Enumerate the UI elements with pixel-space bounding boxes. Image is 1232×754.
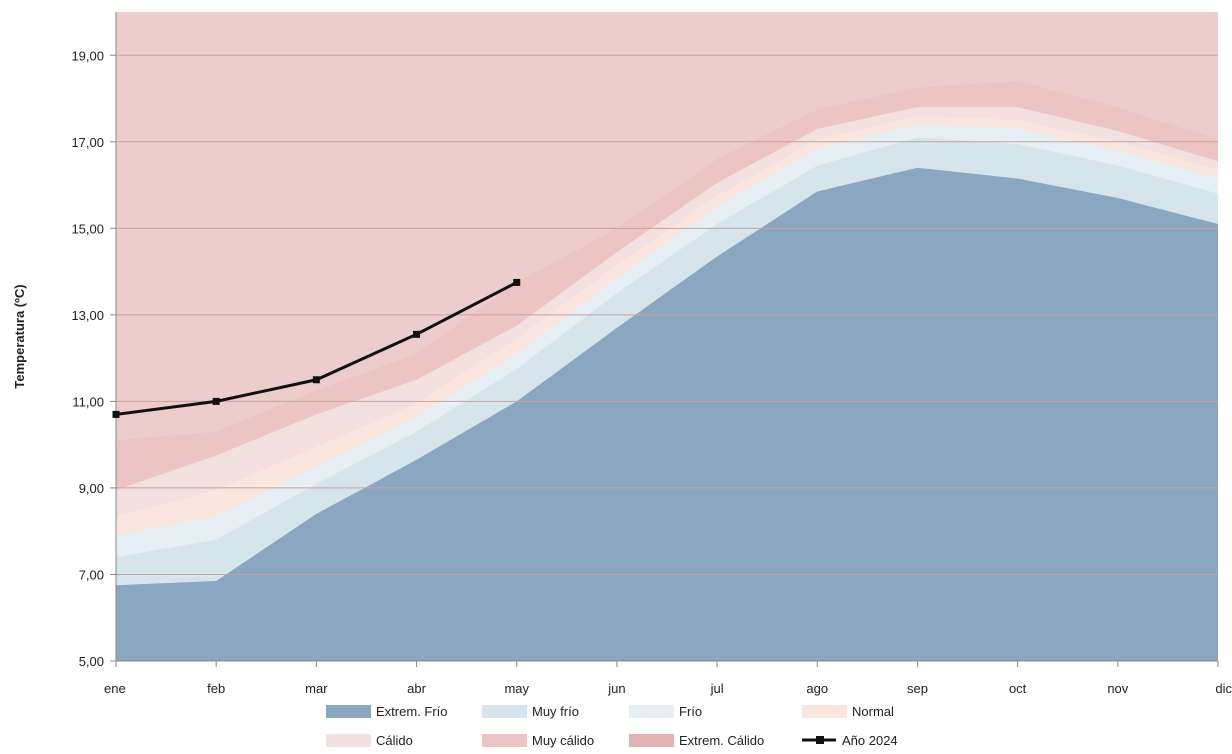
legend-swatch xyxy=(629,734,674,747)
legend-swatch xyxy=(802,705,847,718)
legend-label: Normal xyxy=(852,704,894,719)
legend-swatch xyxy=(482,705,527,718)
x-tick-label: jun xyxy=(607,681,625,696)
legend-label: Año 2024 xyxy=(842,733,898,748)
legend-label: Cálido xyxy=(376,733,413,748)
y-tick-label: 15,00 xyxy=(71,221,104,236)
x-tick-label: oct xyxy=(1009,681,1027,696)
x-tick-label: feb xyxy=(207,681,225,696)
legend-swatch-marker xyxy=(816,736,824,744)
y-tick-label: 19,00 xyxy=(71,48,104,63)
legend-item-muy-frio: Muy frío xyxy=(482,704,579,719)
x-tick-label: may xyxy=(504,681,529,696)
y-tick-label: 17,00 xyxy=(71,135,104,150)
series-point xyxy=(112,410,120,418)
legend-label: Muy frío xyxy=(532,704,579,719)
series-point xyxy=(513,278,521,286)
legend-item-extrem-frio: Extrem. Frío xyxy=(326,704,448,719)
legend-swatch xyxy=(629,705,674,718)
legend-label: Muy cálido xyxy=(532,733,594,748)
x-tick-label: jul xyxy=(710,681,724,696)
band-extrem-frio xyxy=(116,167,1218,661)
x-tick-label: ene xyxy=(104,681,126,696)
legend-label: Extrem. Frío xyxy=(376,704,448,719)
axes: 5,00 7,00 9,00 11,00 13,00 15,00 17,00 19,00 ene… xyxy=(12,12,1232,696)
series-lines xyxy=(112,278,521,418)
series-point xyxy=(413,330,421,338)
y-tick-label: 11,00 xyxy=(72,394,104,409)
legend-label: Extrem. Cálido xyxy=(679,733,764,748)
x-tick-label: abr xyxy=(407,681,426,696)
climate-bands xyxy=(116,12,1218,662)
series-point xyxy=(212,397,220,405)
legend-swatch xyxy=(326,734,371,747)
legend-item-extrem-calido: Extrem. Cálido xyxy=(629,733,764,748)
x-tick-label: dic xyxy=(1215,681,1232,696)
legend-swatch xyxy=(482,734,527,747)
x-tick-label: mar xyxy=(305,681,328,696)
y-tick-label: 7,00 xyxy=(79,567,104,582)
y-tick-label: 5,00 xyxy=(79,654,104,669)
legend-swatch xyxy=(326,705,371,718)
y-axis-title: Temperatura (ºC) xyxy=(12,284,27,388)
legend-item-ano-2024: Año 2024 xyxy=(802,733,898,748)
gridlines xyxy=(116,54,1218,575)
legend-item-normal: Normal xyxy=(802,704,894,719)
y-tick-label: 13,00 xyxy=(71,308,104,323)
x-tick-label: nov xyxy=(1107,681,1128,696)
legend-item-muy-calido: Muy cálido xyxy=(482,733,594,748)
legend-label: Frío xyxy=(679,704,702,719)
x-tick-label: sep xyxy=(907,681,928,696)
x-tick-label: ago xyxy=(806,681,828,696)
series-point xyxy=(312,376,320,384)
legend: Extrem. Frío Muy frío Frío Normal Cálido Muy … xyxy=(326,704,898,748)
y-tick-label: 9,00 xyxy=(79,481,104,496)
legend-item-frio: Frío xyxy=(629,704,702,719)
legend-item-calido: Cálido xyxy=(326,733,413,748)
